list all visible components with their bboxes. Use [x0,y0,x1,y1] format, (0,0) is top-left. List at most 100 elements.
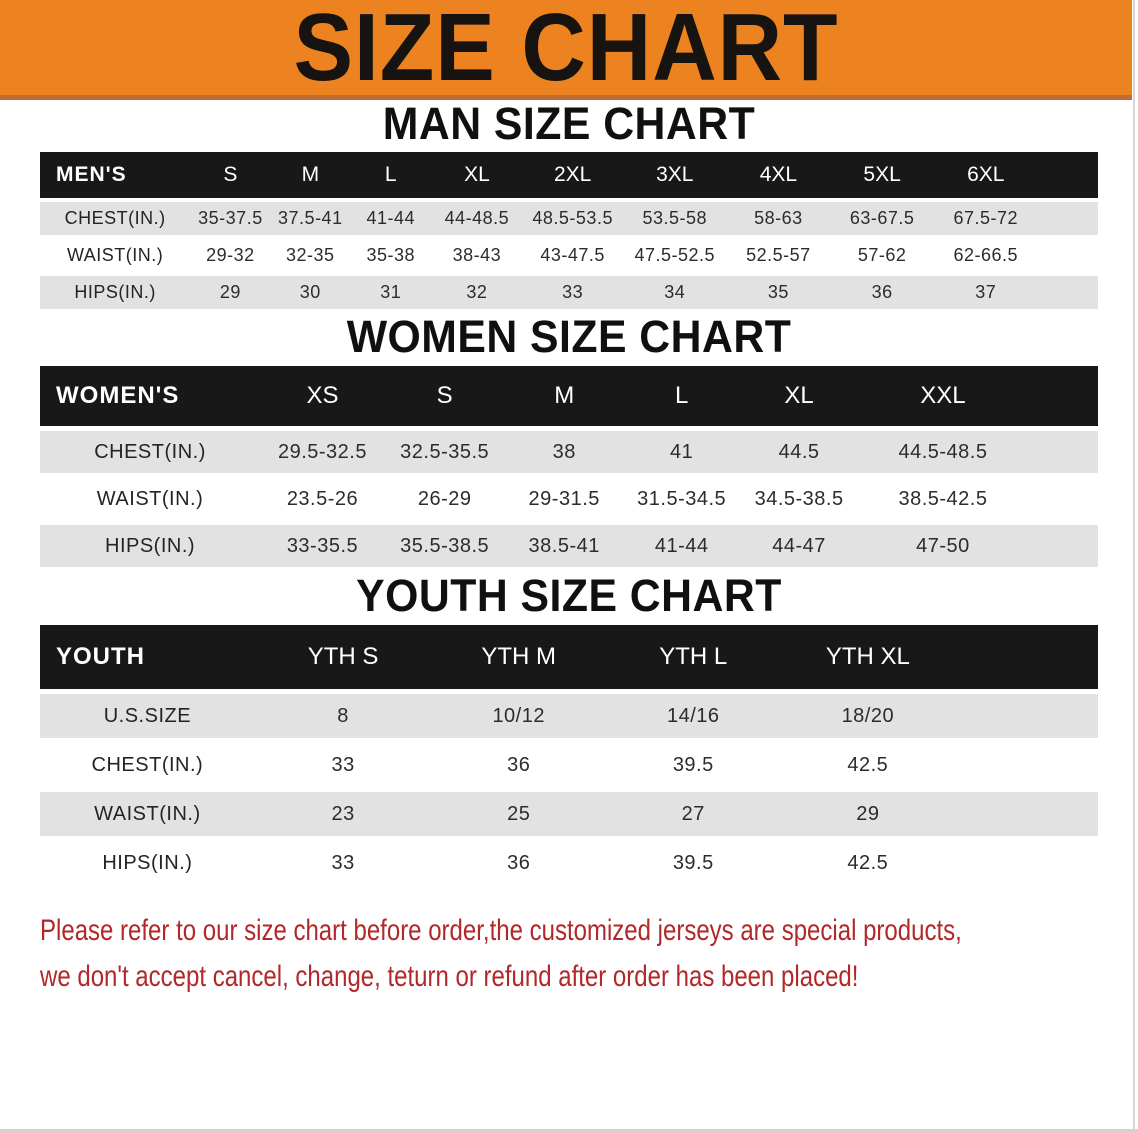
size-column-header: 2XL [522,152,623,198]
size-value-cell: 32-35 [286,245,335,265]
size-value-cell: 33 [562,282,584,302]
measurement-row: CHEST(IN.) 33 36 39.5 42.5 [40,743,1098,787]
measurement-row: HIPS(IN.) 29 30 31 32 33 34 35 36 37 [40,276,1098,309]
women-table-header-row: WOMEN'S XS S M L XL XXL [40,366,1098,426]
size-column-header: M [504,366,624,426]
size-column-header: 4XL [726,152,831,198]
row-label: U.S.SIZE [103,704,192,727]
size-value-cell: 47-50 [916,534,970,557]
size-value-cell: 53.5-58 [642,208,708,228]
order-disclaimer: Please refer to our size chart before or… [40,908,962,1000]
size-value-cell: 32.5-35.5 [400,440,490,463]
size-value-cell: 37.5-41 [278,208,343,228]
spacer-cell [955,743,1098,787]
measurement-row: U.S.SIZE 8 10/12 14/16 18/20 [40,694,1098,738]
size-value-cell: 41 [670,440,694,463]
size-value-cell: 36 [507,851,531,874]
size-value-cell: 29 [219,282,241,302]
size-value-cell: 39.5 [672,851,714,874]
size-value-cell: 35-37.5 [198,208,263,228]
measurement-row: WAIST(IN.) 23.5-26 26-29 29-31.5 31.5-34.5 34… [40,478,1098,520]
size-column-header: S [384,366,505,426]
size-value-cell: 41-44 [366,208,415,228]
size-value-cell: 39.5 [672,753,714,776]
size-column-header: YTH M [431,625,606,689]
spacer-cell [1037,152,1098,198]
spacer-cell [1027,431,1098,473]
size-value-cell: 29 [856,802,880,825]
size-value-cell: 38-43 [452,245,502,265]
size-value-cell: 8 [337,704,349,727]
size-value-cell: 18/20 [841,704,895,727]
size-value-cell: 31.5-34.5 [637,487,727,510]
measurement-row: HIPS(IN.) 33 36 39.5 42.5 [40,841,1098,885]
row-label: CHEST(IN.) [94,440,206,463]
size-value-cell: 42.5 [847,753,889,776]
measurement-row: WAIST(IN.) 29-32 32-35 35-38 38-43 43-47.5 47.… [40,239,1098,272]
row-label: WAIST(IN.) [94,802,201,825]
size-value-cell: 48.5-53.5 [532,208,613,228]
spacer-cell [955,841,1098,885]
size-value-cell: 52.5-57 [746,245,811,265]
spacer-cell [1038,276,1098,309]
youth-size-chart-heading: YOUTH SIZE CHART [356,570,782,621]
size-value-cell: 35-38 [366,245,415,265]
size-column-header: S [190,152,271,198]
size-value-cell: 57-62 [857,245,907,265]
women-size-section: WOMEN SIZE CHART WOMEN'S XS S M L XL XXL CHEST(… [0,313,1138,572]
youth-table-header-row: YOUTH YTH S YTH M YTH L YTH XL [40,625,1098,689]
spacer-cell [1038,202,1098,235]
disclaimer-line-1: Please refer to our size chart before or… [40,914,962,947]
size-value-cell: 26-29 [417,487,472,510]
size-value-cell: 58-63 [754,208,803,228]
disclaimer-line-2: we don't accept cancel, change, teturn o… [40,960,859,993]
size-column-header: YTH XL [780,625,956,689]
measurement-row: HIPS(IN.) 33-35.5 35.5-38.5 38.5-41 41-44 44-… [40,525,1098,567]
size-value-cell: 35.5-38.5 [400,534,490,557]
size-column-header: L [624,366,740,426]
size-value-cell: 36 [507,753,531,776]
row-label: CHEST(IN.) [91,753,204,776]
men-table-header-row: MEN'S S M L XL 2XL 3XL 4XL 5XL 6XL [40,152,1098,198]
size-column-header: L [349,152,432,198]
spacer-cell [1038,239,1098,272]
table-title-cell: MEN'S [40,152,191,198]
size-value-cell: 36 [871,282,893,302]
row-label: WAIST(IN.) [96,487,204,510]
size-value-cell: 44.5 [778,440,820,463]
size-column-header: XS [260,366,385,426]
spacer-cell [955,625,1098,689]
row-label: CHEST(IN.) [64,208,166,228]
size-value-cell: 30 [299,282,321,302]
measurement-row: CHEST(IN.) 29.5-32.5 32.5-35.5 38 41 44.5 44.5… [40,431,1098,473]
size-column-header: YTH S [254,625,432,689]
size-column-header: XL [739,366,859,426]
size-value-cell: 25 [507,802,531,825]
size-value-cell: 29-32 [206,245,255,265]
size-column-header: 3XL [622,152,727,198]
size-value-cell: 33 [331,753,355,776]
size-value-cell: 27 [681,802,705,825]
size-column-header: XL [431,152,523,198]
spacer-cell [1027,478,1098,520]
size-chart-banner: SIZE CHART [0,0,1132,100]
size-value-cell: 14/16 [667,704,720,727]
table-title-cell: YOUTH [40,625,255,689]
size-value-cell: 44.5-48.5 [898,440,988,463]
size-value-cell: 37 [975,282,997,302]
size-value-cell: 44-48.5 [444,208,510,228]
size-value-cell: 32 [466,282,488,302]
size-value-cell: 62-66.5 [953,245,1019,265]
size-value-cell: 33-35.5 [286,534,359,557]
size-value-cell: 33 [331,851,355,874]
size-value-cell: 35 [767,282,789,302]
size-chart-title: SIZE CHART [293,0,839,101]
youth-size-table: YOUTH YTH S YTH M YTH L YTH XL U.S.SIZE 8 10/12… [40,620,1098,890]
size-value-cell: 42.5 [847,851,889,874]
size-value-cell: 43-47.5 [540,245,605,265]
size-value-cell: 38.5-42.5 [898,487,988,510]
size-value-cell: 31 [380,282,402,302]
size-value-cell: 34.5-38.5 [754,487,844,510]
size-column-header: 5XL [830,152,934,198]
photo-edge-bottom [0,1129,1138,1132]
